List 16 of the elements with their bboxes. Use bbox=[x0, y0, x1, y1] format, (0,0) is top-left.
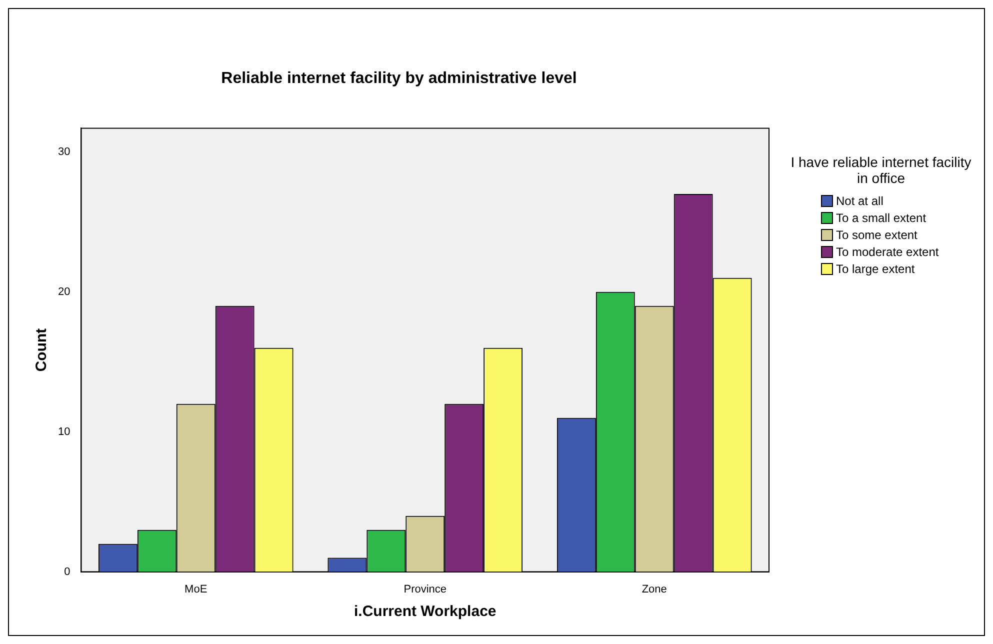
x-tick-label: Province bbox=[404, 583, 447, 596]
legend-title: I have reliable internet facility in office bbox=[790, 154, 972, 186]
y-tick-label: 10 bbox=[58, 426, 70, 438]
x-tick-label: Zone bbox=[642, 583, 667, 596]
y-tick-label: 0 bbox=[64, 566, 70, 578]
y-tick-label: 20 bbox=[58, 286, 70, 298]
legend-label: To some extent bbox=[836, 228, 918, 242]
x-tick-label: MoE bbox=[184, 583, 208, 596]
legend-label: To large extent bbox=[836, 262, 915, 276]
y-axis-title: Count bbox=[33, 328, 50, 372]
legend-label: To moderate extent bbox=[836, 244, 939, 258]
chart-title: Reliable internet facility by administrative level bbox=[221, 70, 577, 88]
x-axis-title: i.Current Workplace bbox=[354, 603, 496, 620]
y-tick-label: 30 bbox=[58, 146, 70, 158]
legend-label: Not at all bbox=[836, 194, 884, 208]
legend-label: To a small extent bbox=[836, 210, 926, 224]
